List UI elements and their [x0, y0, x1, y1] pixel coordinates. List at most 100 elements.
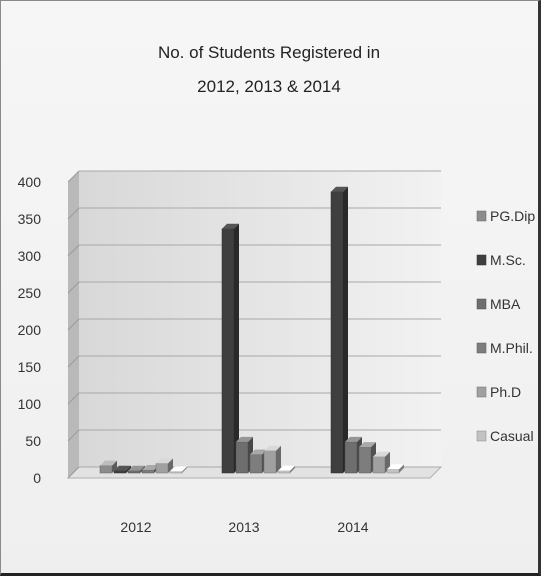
y-tick-label: 400: [18, 174, 42, 190]
bar-front: [99, 465, 113, 474]
legend: PG.Dip M.Sc. MBA M.Phil. Ph.D Casual: [476, 208, 535, 444]
bar-M.Sc.-2013: [221, 223, 239, 474]
bar-top: [264, 445, 281, 451]
bar-front: [113, 470, 127, 474]
y-tick-label: 350: [18, 211, 42, 227]
bar-top: [359, 442, 376, 448]
y-tick-label: 200: [18, 322, 42, 338]
bar-front: [358, 446, 372, 474]
bar-top: [114, 465, 131, 471]
bar-front: [263, 450, 277, 474]
legend-item: MBA: [476, 296, 521, 312]
bar-Casual-2012: [169, 466, 187, 474]
bar-side: [126, 465, 131, 473]
plot-area: [66, 171, 443, 479]
bar-Ph.D-2012: [155, 458, 173, 474]
bar-top: [345, 436, 362, 442]
gridline-side: [67, 318, 80, 331]
bar-top: [331, 186, 348, 192]
bar-side: [399, 464, 404, 473]
bar-top: [222, 223, 239, 229]
legend-label: MBA: [490, 296, 521, 312]
bar-top: [156, 458, 173, 464]
x-tick-label: 2013: [228, 519, 259, 535]
bar-side: [343, 186, 348, 474]
bar-M.Sc.-2014: [330, 186, 348, 474]
gridlines: [67, 170, 441, 479]
bar-front: [372, 456, 386, 474]
bar-top: [142, 465, 159, 471]
legend-item: Ph.D: [476, 384, 521, 400]
gridline-side: [67, 170, 80, 183]
chart-title-line-1: No. of Students Registered in: [158, 43, 380, 62]
gridline-side: [67, 207, 80, 220]
bars: [99, 186, 404, 474]
legend-swatch: [476, 210, 487, 222]
chart-title: No. of Students Registered in 2012, 2013…: [158, 43, 380, 96]
bar-side: [140, 465, 145, 473]
gridline-side: [67, 355, 80, 368]
bar-side: [290, 465, 295, 473]
x-tick-label: 2012: [120, 519, 151, 535]
legend-item: Casual: [476, 428, 534, 444]
legend-swatch: [476, 342, 487, 354]
bar-front: [221, 228, 235, 474]
bar-MBA-2012: [127, 465, 145, 474]
bar-front: [141, 469, 155, 474]
bar-side: [182, 466, 187, 473]
y-tick-label: 100: [18, 396, 42, 412]
legend-item: M.Sc.: [476, 252, 526, 268]
bar-front: [169, 471, 183, 474]
bar-front: [249, 454, 263, 474]
bar-front: [344, 441, 358, 474]
legend-item: PG.Dip: [476, 208, 535, 224]
gridline-side: [67, 429, 80, 442]
bar-top: [278, 465, 295, 471]
bar-top: [236, 436, 253, 442]
legend-swatch: [476, 386, 487, 398]
bar-top: [100, 460, 117, 466]
bar-front: [127, 470, 141, 474]
bar-top: [128, 465, 145, 471]
y-tick-label: 300: [18, 248, 42, 264]
bar-front: [386, 469, 400, 474]
bar-side: [112, 460, 117, 473]
legend-swatch: [476, 254, 487, 266]
gridline-side: [67, 392, 80, 405]
gridline-side: [67, 466, 80, 479]
bar-top: [170, 466, 187, 472]
y-tick-label: 250: [18, 285, 42, 301]
bar-top: [250, 449, 267, 455]
bar-top: [387, 464, 404, 470]
bar-Casual-2013: [277, 465, 295, 474]
gridline-side: [67, 244, 80, 257]
bar-MBA-2013: [235, 436, 253, 474]
bar-front: [277, 470, 291, 474]
gridline-side: [67, 281, 80, 294]
legend-item: M.Phil.: [476, 340, 533, 356]
y-tick-label: 50: [25, 433, 41, 449]
legend-label: M.Sc.: [490, 252, 526, 268]
bar-side: [276, 445, 281, 473]
bar-side: [168, 458, 173, 473]
x-axis: 2012 2013 2014: [120, 519, 368, 535]
y-axis: 0 50 100 150 200 250 300 350 400: [18, 174, 42, 486]
bar-side: [234, 223, 239, 473]
bar-PG.Dip-2012: [99, 460, 117, 474]
legend-label: M.Phil.: [490, 340, 533, 356]
legend-swatch: [476, 298, 487, 310]
chart-title-line-2: 2012, 2013 & 2014: [197, 77, 341, 96]
y-tick-label: 150: [18, 359, 42, 375]
bar-front: [235, 441, 249, 474]
legend-label: PG.Dip: [490, 208, 535, 224]
legend-swatch: [476, 430, 487, 442]
bar-Casual-2014: [386, 464, 404, 474]
y-tick-label: 0: [33, 470, 41, 486]
legend-label: Casual: [490, 428, 534, 444]
bar-M.Sc.-2012: [113, 465, 131, 474]
legend-label: Ph.D: [490, 384, 521, 400]
bar-front: [155, 463, 169, 474]
bar-Ph.D-2013: [263, 445, 281, 474]
